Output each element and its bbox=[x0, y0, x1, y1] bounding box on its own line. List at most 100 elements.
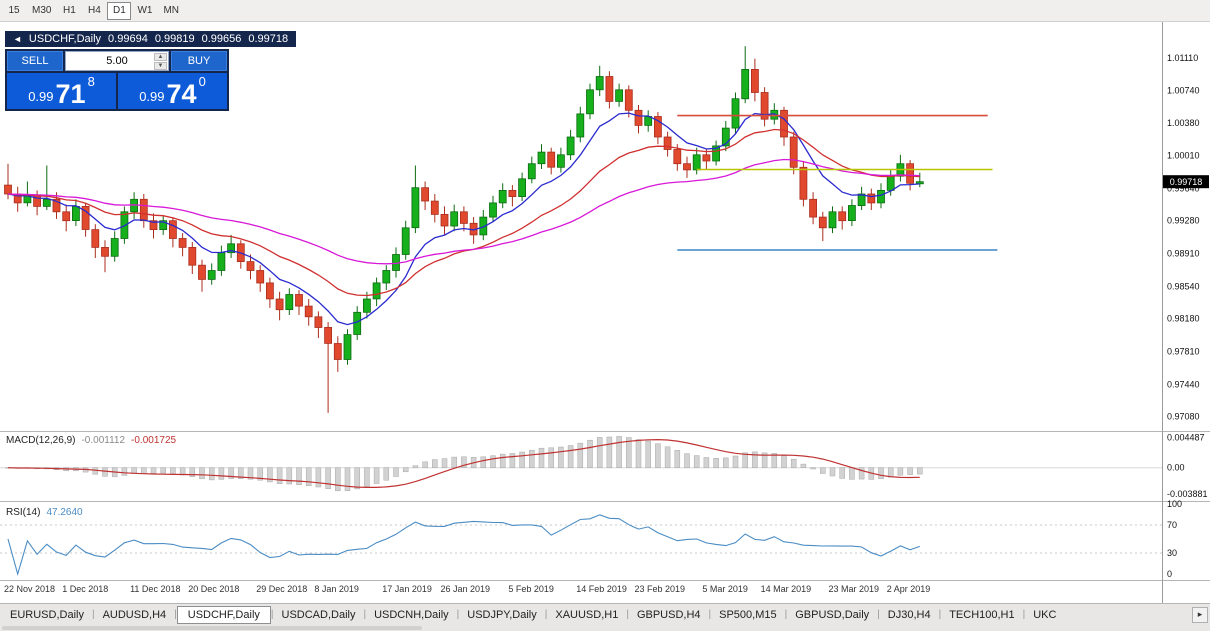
macd-histogram-bar bbox=[684, 453, 690, 468]
candle bbox=[634, 105, 643, 134]
sell-price-display[interactable]: 0.99 71 8 bbox=[7, 73, 116, 109]
date-axis-label: 14 Mar 2019 bbox=[761, 584, 812, 594]
chart-tab-usdcnh-daily[interactable]: USDCNH,Daily bbox=[374, 608, 449, 621]
macd-histogram-bar bbox=[897, 467, 904, 476]
candle bbox=[430, 194, 439, 223]
candle bbox=[139, 194, 148, 228]
price-axis-label: 1.01110 bbox=[1167, 53, 1198, 63]
chart-tab-usdjpy-daily[interactable]: USDJPY,Daily bbox=[467, 608, 537, 621]
volume-value[interactable]: 5.00 bbox=[106, 55, 128, 67]
macd-axis-label: 0.004487 bbox=[1167, 432, 1205, 442]
macd-histogram-bar bbox=[160, 467, 166, 474]
sell-price-prefix: 0.99 bbox=[28, 89, 54, 104]
macd-histogram-bar bbox=[732, 455, 739, 468]
macd-main-value: -0.001112 bbox=[81, 435, 126, 446]
price-chart[interactable]: 1.011101.007401.003801.000100.996400.992… bbox=[0, 22, 1210, 603]
macd-histogram-bar bbox=[373, 467, 380, 484]
tab-separator: | bbox=[708, 609, 712, 620]
chart-tab-gbpusd-daily[interactable]: GBPUSD,Daily bbox=[795, 608, 870, 621]
chart-tab-audusd-h4[interactable]: AUDUSD,H4 bbox=[102, 608, 167, 621]
macd-histogram-bar bbox=[412, 465, 419, 468]
chart-tab-ukc[interactable]: UKC bbox=[1033, 608, 1057, 621]
sell-price-pip-digit: 8 bbox=[87, 74, 95, 89]
chart-tab-eurusd-daily[interactable]: EURUSD,Daily bbox=[10, 608, 84, 621]
rsi-axis-label: 30 bbox=[1167, 548, 1177, 558]
buy-button[interactable]: BUY bbox=[171, 51, 227, 71]
sell-price-big-digits: 71 bbox=[55, 79, 86, 110]
candle bbox=[372, 277, 381, 307]
scrollbar-thumb[interactable] bbox=[2, 626, 422, 630]
candle bbox=[799, 161, 808, 207]
chart-tab-dj30-h4[interactable]: DJ30,H4 bbox=[887, 608, 931, 621]
macd-histogram-bar bbox=[577, 442, 584, 468]
date-axis-label: 1 Dec 2018 bbox=[62, 584, 108, 594]
sell-button[interactable]: SELL bbox=[7, 51, 63, 71]
macd-histogram-bar bbox=[461, 456, 467, 468]
chart-tab-sp500-m15[interactable]: SP500,M15 bbox=[719, 608, 777, 621]
date-axis-label: 11 Dec 2018 bbox=[130, 584, 180, 594]
candle bbox=[227, 234, 236, 258]
collapse-panel-icon[interactable]: ◄ bbox=[13, 34, 22, 44]
date-axis-label: 5 Mar 2019 bbox=[702, 584, 748, 594]
macd-histogram-bar bbox=[335, 467, 341, 492]
candle bbox=[304, 299, 313, 326]
candle bbox=[333, 336, 342, 372]
chart-tab-gbpusd-h4[interactable]: GBPUSD,H4 bbox=[636, 608, 701, 621]
symbol-title: USDCHF,Daily bbox=[28, 33, 102, 45]
tab-separator: | bbox=[456, 609, 460, 620]
chart-tab-usdchf-daily[interactable]: USDCHF,Daily bbox=[176, 605, 271, 624]
chart-tab-xauusd-h1[interactable]: XAUUSD,H1 bbox=[555, 608, 619, 621]
price-axis-label: 0.97080 bbox=[1167, 411, 1200, 421]
candle bbox=[207, 263, 216, 285]
macd-histogram-bar bbox=[286, 467, 293, 485]
macd-histogram-bar bbox=[383, 467, 390, 481]
tab-separator: | bbox=[91, 609, 95, 620]
candle bbox=[411, 165, 420, 234]
macd-histogram-bar bbox=[917, 467, 923, 475]
candle bbox=[731, 92, 740, 134]
horizontal-scrollbar[interactable] bbox=[0, 625, 1210, 631]
timeframe-mn[interactable]: MN bbox=[163, 5, 180, 16]
volume-stepper[interactable]: 5.00 ▲ ▼ bbox=[65, 51, 169, 71]
timeframe-d1[interactable]: D1 bbox=[107, 1, 132, 20]
candle bbox=[149, 213, 158, 239]
buy-price-display[interactable]: 0.99 74 0 bbox=[118, 73, 227, 109]
volume-decrease-icon[interactable]: ▼ bbox=[154, 62, 167, 70]
candle bbox=[62, 204, 71, 232]
macd-histogram-bar bbox=[179, 467, 186, 476]
date-axis-label: 2 Apr 2019 bbox=[887, 584, 931, 594]
rsi-indicator-label: RSI(14) 47.2640 bbox=[6, 507, 83, 518]
timeframe-h4[interactable]: H4 bbox=[88, 5, 101, 16]
candle bbox=[566, 129, 575, 161]
macd-histogram-bar bbox=[490, 455, 496, 468]
macd-histogram-bar bbox=[422, 461, 428, 468]
timeframe-m30[interactable]: M30 bbox=[32, 5, 52, 16]
macd-histogram-bar bbox=[713, 458, 719, 468]
volume-increase-icon[interactable]: ▲ bbox=[154, 53, 167, 61]
ohlc-close: 0.99718 bbox=[248, 33, 289, 45]
candle bbox=[683, 156, 691, 178]
timeframe-15[interactable]: 15 bbox=[8, 5, 20, 16]
candle bbox=[818, 211, 827, 242]
chart-tab-usdcad-daily[interactable]: USDCAD,Daily bbox=[281, 608, 356, 621]
candle bbox=[595, 65, 604, 97]
macd-histogram-bar bbox=[606, 436, 613, 468]
macd-histogram-bar bbox=[208, 467, 215, 481]
candle bbox=[401, 220, 410, 260]
price-axis-label: 0.98910 bbox=[1167, 249, 1200, 259]
timeframe-w1[interactable]: W1 bbox=[137, 5, 153, 16]
candle bbox=[450, 204, 459, 232]
macd-axis-label: -0.003881 bbox=[1167, 489, 1208, 499]
chart-tab-tech100-h1[interactable]: TECH100,H1 bbox=[949, 608, 1015, 621]
chart-window: 1.01110 1.00740 1.00380 1.00010 0.99640 0.992… bbox=[0, 22, 1210, 603]
macd-name: MACD(12,26,9) bbox=[6, 435, 76, 446]
candle bbox=[721, 121, 730, 152]
candle bbox=[654, 112, 662, 145]
candle bbox=[848, 199, 856, 226]
timeframe-h1[interactable]: H1 bbox=[63, 5, 76, 16]
candle bbox=[198, 259, 206, 292]
candle bbox=[867, 188, 876, 210]
tabs-scroll-right-button[interactable]: ▸ bbox=[1192, 606, 1208, 623]
price-axis-label: 0.98180 bbox=[1167, 314, 1200, 324]
price-axis-label: 1.00740 bbox=[1167, 86, 1200, 96]
